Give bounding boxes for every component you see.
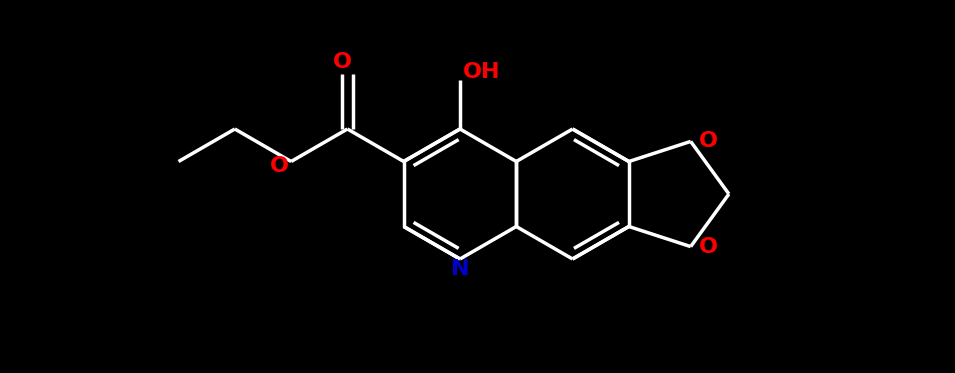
Text: OH: OH	[463, 62, 500, 82]
Text: O: O	[333, 52, 351, 72]
Text: O: O	[269, 157, 288, 176]
Text: O: O	[699, 131, 718, 151]
Text: N: N	[451, 259, 469, 279]
Text: O: O	[699, 236, 718, 257]
